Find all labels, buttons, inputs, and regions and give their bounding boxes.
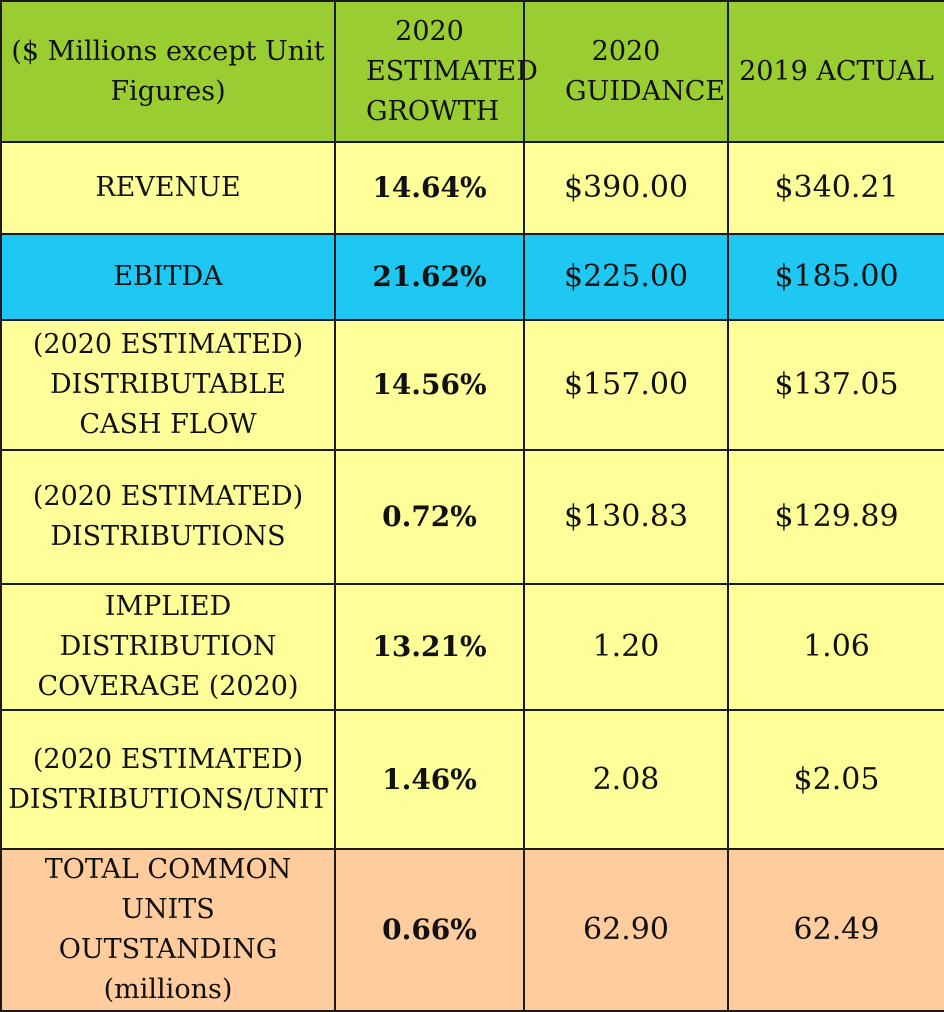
table-row: REVENUE 14.64% $390.00 $340.21 <box>0 141 944 235</box>
row-actual: $129.89 <box>727 449 944 585</box>
row-metric: IMPLIED DISTRIBUTION COVERAGE (2020) <box>0 583 336 711</box>
row-growth: 0.66% <box>334 848 525 1012</box>
header-guidance: 2020 GUIDANCE <box>523 0 729 143</box>
row-guidance: 1.20 <box>523 583 729 711</box>
row-metric: (2020 ESTIMATED) DISTRIBUTIONS <box>0 449 336 585</box>
table-row: IMPLIED DISTRIBUTION COVERAGE (2020) 13.… <box>0 583 944 711</box>
row-guidance: $225.00 <box>523 233 729 321</box>
row-growth: 1.46% <box>334 709 525 850</box>
header-row: ($ Millions except Unit Figures) 2020 ES… <box>0 0 944 143</box>
row-growth: 0.72% <box>334 449 525 585</box>
row-growth: 13.21% <box>334 583 525 711</box>
table-row: (2020 ESTIMATED) DISTRIBUTIONS/UNIT 1.46… <box>0 709 944 850</box>
row-actual: 1.06 <box>727 583 944 711</box>
row-guidance: $130.83 <box>523 449 729 585</box>
row-actual: $2.05 <box>727 709 944 850</box>
row-metric: (2020 ESTIMATED) DISTRIBUTIONS/UNIT <box>0 709 336 850</box>
header-actual: 2019 ACTUAL <box>727 0 944 143</box>
row-guidance: 2.08 <box>523 709 729 850</box>
row-metric: EBITDA <box>0 233 336 321</box>
header-growth: 2020 ESTIMATED GROWTH <box>334 0 538 143</box>
table-row: (2020 ESTIMATED) DISTRIBUTABLE CASH FLOW… <box>0 319 944 451</box>
row-growth: 14.64% <box>334 141 525 235</box>
table-row: TOTAL COMMON UNITS OUTSTANDING (millions… <box>0 848 944 1012</box>
row-guidance: 62.90 <box>523 848 729 1012</box>
table-row: (2020 ESTIMATED) DISTRIBUTIONS 0.72% $13… <box>0 449 944 585</box>
row-actual: $137.05 <box>727 319 944 451</box>
row-metric: (2020 ESTIMATED) DISTRIBUTABLE CASH FLOW <box>0 319 336 451</box>
row-growth: 14.56% <box>334 319 525 451</box>
row-actual: $340.21 <box>727 141 944 235</box>
row-metric: TOTAL COMMON UNITS OUTSTANDING (millions… <box>0 848 336 1012</box>
header-label: ($ Millions except Unit Figures) <box>0 0 336 143</box>
table-row: EBITDA 21.62% $225.00 $185.00 <box>0 233 944 321</box>
row-actual: 62.49 <box>727 848 944 1012</box>
row-growth: 21.62% <box>334 233 525 321</box>
row-metric: REVENUE <box>0 141 336 235</box>
row-guidance: $390.00 <box>523 141 729 235</box>
row-guidance: $157.00 <box>523 319 729 451</box>
row-actual: $185.00 <box>727 233 944 321</box>
